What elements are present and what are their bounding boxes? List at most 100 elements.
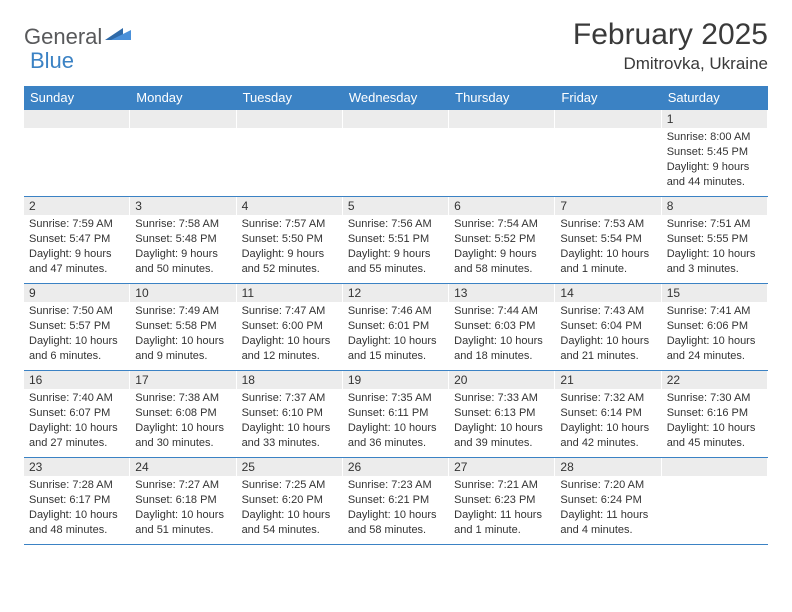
day-detail-line: and 52 minutes. [242,262,337,277]
day-detail-line: and 24 minutes. [667,349,762,364]
day-detail-line: Sunrise: 7:59 AM [29,217,124,232]
calendar-cell [662,458,768,544]
calendar-cell: 26Sunrise: 7:23 AMSunset: 6:21 PMDayligh… [343,458,449,544]
day-detail-line: Sunset: 5:54 PM [560,232,655,247]
day-number: 13 [454,286,549,300]
calendar-cell: 8Sunrise: 7:51 AMSunset: 5:55 PMDaylight… [662,197,768,283]
brand-part2: Blue [30,48,74,74]
calendar-cell: 22Sunrise: 7:30 AMSunset: 6:16 PMDayligh… [662,371,768,457]
daynum-row: 7 [555,197,660,215]
day-details: Sunrise: 7:32 AMSunset: 6:14 PMDaylight:… [560,391,655,450]
day-number [560,112,655,126]
daynum-row: 9 [24,284,129,302]
calendar-cell: 1Sunrise: 8:00 AMSunset: 5:45 PMDaylight… [662,110,768,196]
calendar-cell: 15Sunrise: 7:41 AMSunset: 6:06 PMDayligh… [662,284,768,370]
day-detail-line: and 45 minutes. [667,436,762,451]
calendar-cell: 4 Sunrise: 7:57 AMSunset: 5:50 PMDaylight… [237,197,343,283]
daynum-row: 21 [555,371,660,389]
day-details: Sunrise: 7:28 AMSunset: 6:17 PMDaylight:… [29,478,124,537]
calendar-cell [24,110,130,196]
day-details: Sunrise: 7:54 AMSunset: 5:52 PMDaylight:… [454,217,549,276]
day-detail-line: Daylight: 10 hours [135,421,230,436]
day-number: 18 [242,373,337,387]
calendar-cell [449,110,555,196]
day-detail-line: and 9 minutes. [135,349,230,364]
day-detail-line: Daylight: 10 hours [454,421,549,436]
daynum-row: 5 [343,197,448,215]
day-number: 27 [454,460,549,474]
day-detail-line: Sunrise: 7:30 AM [667,391,762,406]
day-detail-line: Sunset: 6:01 PM [348,319,443,334]
day-detail-line: Sunset: 6:21 PM [348,493,443,508]
day-detail-line: Sunset: 6:07 PM [29,406,124,421]
day-details: Sunrise: 7:20 AMSunset: 6:24 PMDaylight:… [560,478,655,537]
daynum-row [343,110,448,128]
day-detail-line: Daylight: 10 hours [29,421,124,436]
day-detail-line: Sunrise: 7:44 AM [454,304,549,319]
day-number: 12 [348,286,443,300]
calendar-cell [343,110,449,196]
calendar-cell: 9 Sunrise: 7:50 AMSunset: 5:57 PMDaylight… [24,284,130,370]
daynum-row: 28 [555,458,660,476]
day-number [667,460,762,474]
daynum-row: 15 [662,284,767,302]
daynum-row: 26 [343,458,448,476]
calendar-cell: 19Sunrise: 7:35 AMSunset: 6:11 PMDayligh… [343,371,449,457]
calendar-week-row: 9 Sunrise: 7:50 AMSunset: 5:57 PMDaylight… [24,284,768,371]
calendar-cell: 17Sunrise: 7:38 AMSunset: 6:08 PMDayligh… [130,371,236,457]
day-details: Sunrise: 7:40 AMSunset: 6:07 PMDaylight:… [29,391,124,450]
daynum-row: 17 [130,371,235,389]
day-header: Tuesday [237,86,343,110]
day-detail-line: and 44 minutes. [667,175,762,190]
day-detail-line: Sunrise: 7:49 AM [135,304,230,319]
daynum-row: 24 [130,458,235,476]
day-detail-line: and 1 minute. [454,523,549,538]
day-detail-line: Daylight: 10 hours [135,334,230,349]
day-detail-line: and 1 minute. [560,262,655,277]
day-detail-line: Sunset: 6:08 PM [135,406,230,421]
day-detail-line: Sunrise: 7:32 AM [560,391,655,406]
day-detail-line: Sunset: 6:11 PM [348,406,443,421]
day-detail-line: Daylight: 10 hours [29,334,124,349]
day-detail-line: and 33 minutes. [242,436,337,451]
daynum-row: 1 [662,110,767,128]
day-detail-line: Daylight: 10 hours [560,421,655,436]
day-detail-line: Daylight: 10 hours [667,421,762,436]
day-header: Sunday [24,86,130,110]
day-details: Sunrise: 7:50 AMSunset: 5:57 PMDaylight:… [29,304,124,363]
day-detail-line: Daylight: 10 hours [560,247,655,262]
day-number: 10 [135,286,230,300]
day-detail-line: Sunset: 6:00 PM [242,319,337,334]
day-detail-line: Sunset: 6:06 PM [667,319,762,334]
calendar-week-row: 2Sunrise: 7:59 AMSunset: 5:47 PMDaylight… [24,197,768,284]
day-details: Sunrise: 7:35 AMSunset: 6:11 PMDaylight:… [348,391,443,450]
day-details: Sunrise: 7:53 AMSunset: 5:54 PMDaylight:… [560,217,655,276]
day-detail-line: and 54 minutes. [242,523,337,538]
day-detail-line: Sunset: 6:13 PM [454,406,549,421]
day-header: Monday [130,86,236,110]
day-detail-line: Daylight: 10 hours [242,334,337,349]
day-detail-line: Sunset: 5:47 PM [29,232,124,247]
calendar-cell: 27Sunrise: 7:21 AMSunset: 6:23 PMDayligh… [449,458,555,544]
flag-icon [105,26,131,49]
day-detail-line: and 15 minutes. [348,349,443,364]
day-number: 14 [560,286,655,300]
day-detail-line: Daylight: 9 hours [454,247,549,262]
day-detail-line: Sunset: 5:58 PM [135,319,230,334]
daynum-row: 4 [237,197,342,215]
day-number: 21 [560,373,655,387]
day-detail-line: Sunrise: 7:33 AM [454,391,549,406]
daynum-row: 22 [662,371,767,389]
day-details: Sunrise: 7:43 AMSunset: 6:04 PMDaylight:… [560,304,655,363]
day-details: Sunrise: 7:57 AMSunset: 5:50 PMDaylight:… [242,217,337,276]
day-number: 24 [135,460,230,474]
daynum-row [24,110,129,128]
day-detail-line: Sunset: 6:17 PM [29,493,124,508]
day-detail-line: Sunrise: 7:41 AM [667,304,762,319]
calendar-cell: 11Sunrise: 7:47 AMSunset: 6:00 PMDayligh… [237,284,343,370]
calendar-cell: 6Sunrise: 7:54 AMSunset: 5:52 PMDaylight… [449,197,555,283]
daynum-row: 13 [449,284,554,302]
day-detail-line: Sunrise: 7:23 AM [348,478,443,493]
day-detail-line: and 30 minutes. [135,436,230,451]
day-detail-line: Sunset: 5:48 PM [135,232,230,247]
